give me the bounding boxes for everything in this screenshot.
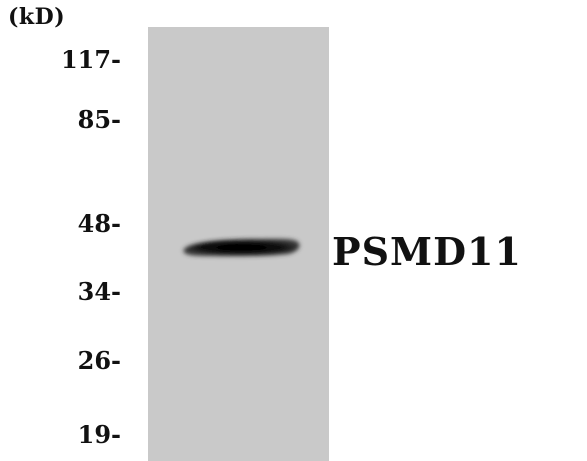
unit-label: (kD)	[8, 4, 66, 30]
protein-label: PSMD11	[332, 229, 522, 274]
marker-117: 117-	[60, 45, 121, 74]
marker-19: 19-	[77, 420, 121, 449]
protein-band-shape	[183, 238, 300, 257]
protein-band	[183, 238, 300, 257]
marker-34: 34-	[77, 277, 121, 306]
marker-26: 26-	[77, 346, 121, 375]
marker-48: 48-	[77, 209, 121, 238]
marker-85: 85-	[77, 105, 121, 134]
